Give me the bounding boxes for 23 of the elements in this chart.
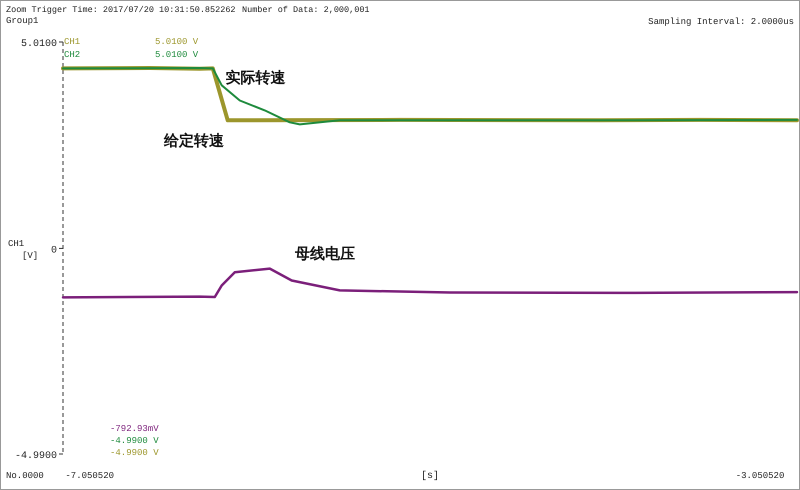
series-label: 母线电压 [294, 244, 355, 263]
x-axis-title: [s] [420, 470, 440, 482]
text: No.0000 [6, 471, 44, 481]
y-tick-label: 5.0100 [20, 39, 57, 50]
annotation: 5.0100 V [155, 50, 199, 60]
chart-title: Zoom Trigger Time: 2017/07/20 10:31:50.852262 [6, 5, 236, 15]
annotation: CH1 [64, 37, 80, 47]
text: [V] [22, 251, 38, 261]
text: Sampling Interval: 2.0000us [648, 17, 794, 27]
annotation: 5.0100 V [155, 37, 199, 47]
annotation: CH2 [64, 50, 80, 60]
y-tick-label: 0 [50, 245, 57, 256]
annotation: -4.9900 V [110, 436, 160, 446]
series-label: 实际转速 [226, 68, 287, 87]
text: CH1 [8, 239, 24, 249]
chart-subtitle: Number of Data: 2,000,001 [242, 5, 370, 15]
annotation: -792.93mV [110, 424, 160, 434]
text: Group1 [6, 16, 38, 26]
x-tick-label: -3.050520 [736, 471, 784, 481]
annotation: -4.9900 V [110, 448, 160, 458]
series-label: 给定转速 [162, 131, 225, 150]
x-tick-label: -7.050520 [65, 471, 114, 481]
y-tick-label: -4.9900 [14, 451, 57, 462]
